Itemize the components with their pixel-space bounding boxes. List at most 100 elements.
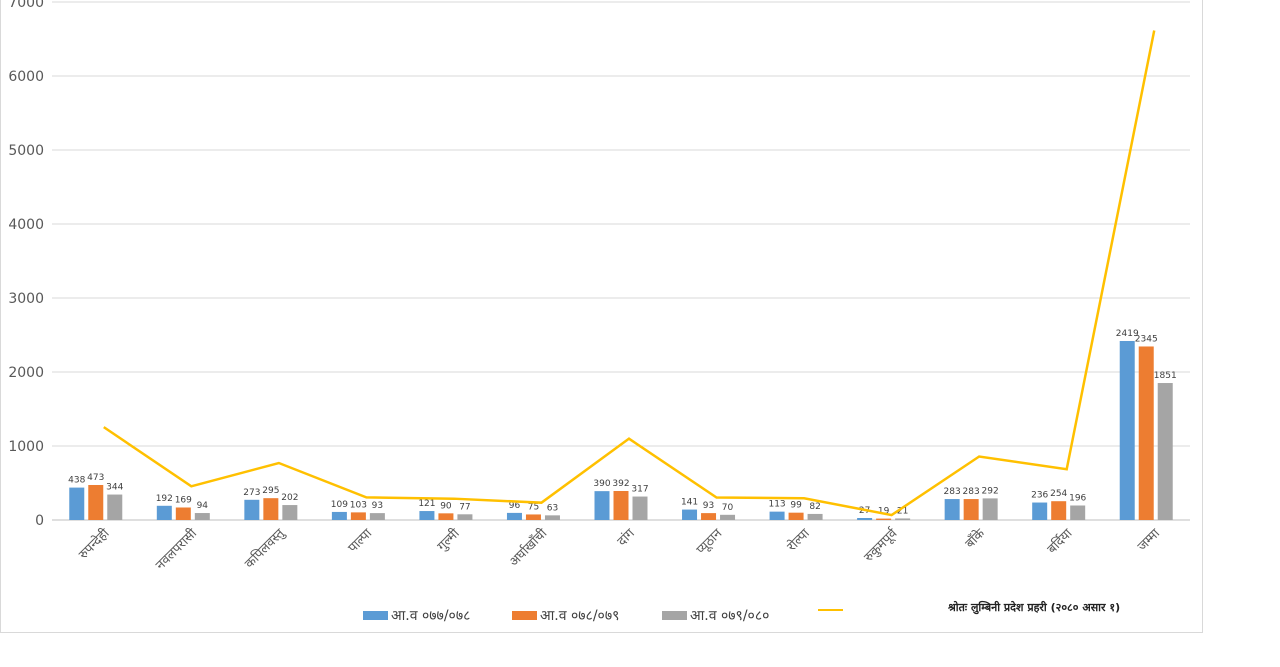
data-label: 141 xyxy=(681,498,698,508)
data-label: 75 xyxy=(528,502,539,512)
data-label: 273 xyxy=(243,488,260,498)
legend-item-0: आ.व ०७७/०७८ xyxy=(363,606,470,625)
bar xyxy=(331,511,347,520)
x-tick-label: बाँके xyxy=(962,525,989,552)
legend-label: आ.व ०७७/०७८ xyxy=(391,608,471,624)
bar xyxy=(720,514,736,520)
bar xyxy=(1138,346,1154,520)
bar xyxy=(594,491,610,520)
legend-swatch xyxy=(363,611,388,620)
bar xyxy=(419,511,435,520)
bar xyxy=(876,518,892,520)
bar xyxy=(1051,501,1067,520)
bar xyxy=(506,512,522,520)
bar xyxy=(701,513,717,520)
x-tick-label: पाल्पा xyxy=(345,526,375,556)
bar xyxy=(769,511,785,520)
bar xyxy=(88,484,104,520)
legend-label: आ.व ०७८/०७९ xyxy=(540,608,620,624)
y-tick-label: 2000 xyxy=(8,365,44,381)
data-label: 192 xyxy=(156,494,173,504)
bar xyxy=(807,513,823,520)
data-label: 99 xyxy=(790,501,802,511)
legend-line-swatch xyxy=(818,609,843,611)
x-tick-label: रोल्पा xyxy=(784,525,813,554)
data-label: 169 xyxy=(175,495,192,505)
data-label: 96 xyxy=(509,501,521,511)
legend-swatch xyxy=(512,611,537,620)
y-tick-label: 7000 xyxy=(8,0,44,11)
data-label: 94 xyxy=(197,501,209,511)
data-label: 344 xyxy=(106,483,123,493)
legend-swatch xyxy=(662,611,687,620)
data-label: 121 xyxy=(418,499,435,509)
source-note: श्रोतः लुम्बिनी प्रदेश प्रहरी (२०८० असार… xyxy=(948,601,1121,614)
y-tick-label: 4000 xyxy=(8,217,44,233)
data-label: 70 xyxy=(722,503,734,513)
data-label: 438 xyxy=(68,476,85,486)
bar xyxy=(1157,383,1173,520)
bar xyxy=(107,494,123,520)
data-label: 77 xyxy=(459,502,470,512)
x-tick-label: अर्घाखाँची xyxy=(506,525,551,570)
data-label: 292 xyxy=(982,486,999,496)
x-tick-label: बर्दिया xyxy=(1044,525,1076,557)
x-tick-label: जम्मा xyxy=(1135,526,1164,555)
data-label: 202 xyxy=(281,493,298,503)
bar xyxy=(682,509,698,520)
data-label: 63 xyxy=(547,503,558,513)
data-label: 19 xyxy=(878,507,890,517)
data-label: 2419 xyxy=(1116,329,1139,339)
data-label: 283 xyxy=(963,487,980,497)
bar xyxy=(613,490,629,520)
y-tick-label: 6000 xyxy=(8,69,44,85)
bar xyxy=(963,499,979,520)
legend-item-2: आ.व ०७९/०८० xyxy=(662,606,769,625)
x-tick-label: रुकुमपूर्व xyxy=(861,525,901,565)
data-label: 93 xyxy=(703,501,714,511)
legend-item-1: आ.व ०७८/०७९ xyxy=(512,606,619,625)
bar xyxy=(1032,502,1048,520)
bar xyxy=(282,505,298,520)
bar xyxy=(544,515,560,520)
data-label: 196 xyxy=(1069,493,1086,503)
bar xyxy=(69,487,85,520)
data-label: 295 xyxy=(262,486,279,496)
bar xyxy=(1119,340,1135,520)
chart-frame xyxy=(0,0,1203,633)
data-label: 317 xyxy=(631,485,648,495)
data-label: 103 xyxy=(350,500,367,510)
total-line xyxy=(103,30,1156,517)
bar xyxy=(175,507,191,520)
bar xyxy=(369,513,385,520)
bar xyxy=(632,496,648,520)
bar xyxy=(156,505,172,520)
data-label: 113 xyxy=(768,500,785,510)
bar xyxy=(438,513,454,520)
bar xyxy=(1070,505,1086,520)
legend-item-3 xyxy=(818,609,843,611)
data-label: 1851 xyxy=(1154,371,1177,381)
bar xyxy=(982,498,998,520)
legend-label: आ.व ०७९/०८० xyxy=(690,608,770,624)
bar xyxy=(244,499,260,520)
data-label: 109 xyxy=(331,500,348,510)
bar xyxy=(263,498,279,520)
y-tick-label: 0 xyxy=(35,513,44,529)
bar xyxy=(857,518,873,520)
y-tick-label: 1000 xyxy=(8,439,44,455)
x-tick-label: प्यूठान xyxy=(694,526,726,558)
x-tick-label: दांग xyxy=(615,526,639,550)
bar xyxy=(350,512,366,520)
bar xyxy=(525,514,541,520)
data-label: 236 xyxy=(1031,491,1048,501)
bar xyxy=(895,518,911,520)
data-label: 254 xyxy=(1050,489,1067,499)
x-tick-label: गुल्मी xyxy=(434,525,463,554)
y-tick-label: 3000 xyxy=(8,291,44,307)
y-tick-label: 5000 xyxy=(8,143,44,159)
data-label: 283 xyxy=(944,487,961,497)
data-label: 93 xyxy=(372,501,383,511)
data-label: 21 xyxy=(897,506,908,516)
